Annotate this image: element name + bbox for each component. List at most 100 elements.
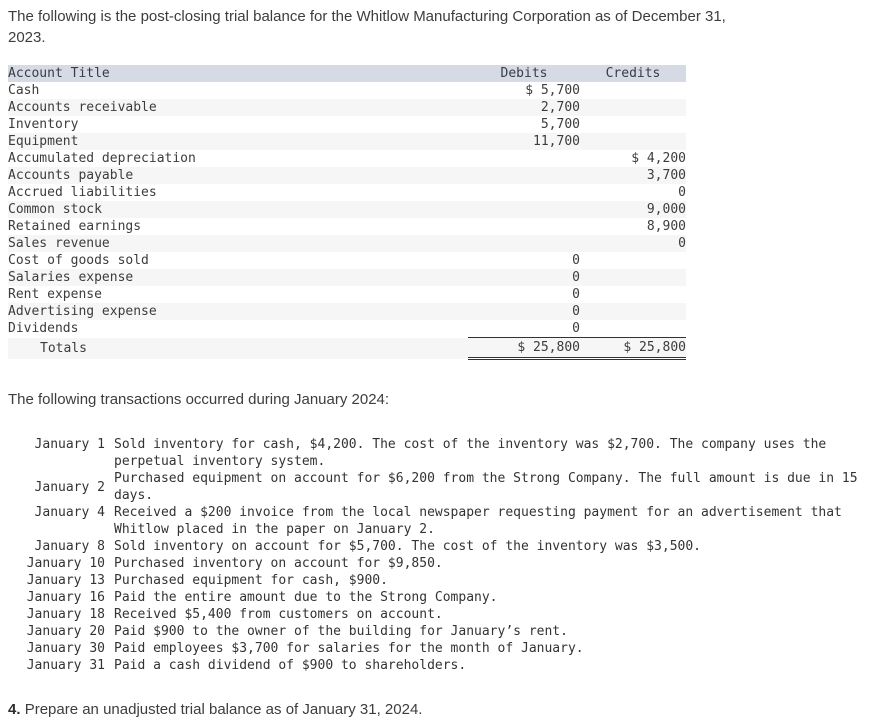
account-title: Sales revenue [8, 236, 110, 251]
transaction-date: January 1 [34, 437, 105, 452]
credit-amount [580, 99, 686, 116]
credit-amount [580, 286, 686, 303]
account-title: Rent expense [8, 287, 102, 302]
transaction-description: Paid employees $3,700 for salaries for t… [114, 641, 584, 656]
transaction-description: Purchased equipment for cash, $900. [114, 573, 388, 588]
transaction-date: January 30 [26, 641, 105, 656]
table-row: Accounts receivable 2,700 [8, 99, 686, 116]
transaction-row: January 18 Received $5,400 from customer… [8, 606, 858, 623]
credit-amount [580, 82, 686, 99]
table-row: Cost of goods sold 0 [8, 252, 686, 269]
transaction-row: January 30 Paid employees $3,700 for sal… [8, 640, 858, 657]
credit-amount [580, 269, 686, 286]
table-row: Equipment 11,700 [8, 133, 686, 150]
transaction-date: January 4 [34, 505, 105, 520]
transaction-date: January 20 [26, 624, 105, 639]
transaction-date: January 2 [34, 479, 105, 495]
transaction-date: January 13 [26, 573, 105, 588]
account-title: Accounts receivable [8, 100, 157, 115]
totals-credit-amount: $ 25,800 [580, 337, 686, 360]
credit-amount: 3,700 [646, 168, 686, 183]
table-header-row: Account Title Debits Credits [8, 65, 686, 82]
transaction-row: January 20 Paid $900 to the owner of the… [8, 623, 858, 640]
debit-amount [468, 201, 580, 218]
column-header-account-title: Account Title [8, 66, 110, 81]
credit-amount [580, 116, 686, 133]
transaction-description: Purchased equipment on account for $6,20… [114, 471, 858, 503]
table-row: Salaries expense 0 [8, 269, 686, 286]
account-title: Salaries expense [8, 270, 134, 285]
account-title: Dividends [8, 321, 79, 337]
table-row: Dividends 0 [8, 320, 686, 338]
account-title: Accounts payable [8, 168, 134, 183]
totals-debit-amount: $ 25,800 [468, 337, 580, 360]
task-instruction: 4. Prepare an unadjusted trial balance a… [8, 699, 873, 720]
column-header-credits: Credits [605, 66, 661, 81]
debit-amount: 5,700 [540, 117, 580, 132]
table-row: Inventory 5,700 [8, 116, 686, 133]
debit-amount [468, 184, 580, 201]
account-title: Advertising expense [8, 304, 157, 319]
debit-amount: $ 5,700 [525, 83, 580, 98]
transaction-description: Paid a cash dividend of $900 to sharehol… [114, 658, 467, 673]
trial-balance-table: Account Title Debits Credits Cash $ 5,70… [8, 65, 686, 360]
transaction-date: January 31 [26, 658, 105, 673]
debit-amount [468, 150, 580, 167]
transaction-date: January 8 [34, 539, 105, 554]
table-row: Accumulated depreciation $ 4,200 [8, 150, 686, 167]
account-title: Cash [8, 83, 40, 98]
transactions-heading: The following transactions occurred duri… [8, 391, 390, 408]
debit-amount: 0 [468, 320, 580, 338]
credit-amount: 0 [678, 185, 686, 200]
account-title: Common stock [8, 202, 102, 217]
debit-amount: 11,700 [533, 134, 580, 149]
account-title: Cost of goods sold [8, 253, 149, 268]
debit-amount [468, 167, 580, 184]
transaction-row: January 16 Paid the entire amount due to… [8, 589, 858, 606]
transaction-description: Received a $200 invoice from the local n… [114, 505, 842, 537]
debit-amount: 0 [572, 304, 580, 319]
transaction-row: January 8 Sold inventory on account for … [8, 538, 858, 555]
table-row: Common stock 9,000 [8, 201, 686, 218]
transaction-row: January 2 Purchased equipment on account… [8, 470, 858, 504]
transaction-description: Paid the entire amount due to the Strong… [114, 590, 498, 605]
account-title: Equipment [8, 134, 79, 149]
credit-amount [580, 303, 686, 320]
transaction-description: Sold inventory for cash, $4,200. The cos… [114, 437, 827, 469]
table-row: Cash $ 5,700 [8, 82, 686, 99]
transaction-description: Received $5,400 from customers on accoun… [114, 607, 443, 622]
credit-amount: 9,000 [646, 202, 686, 217]
debit-amount: 0 [572, 287, 580, 302]
table-row: Accrued liabilities 0 [8, 184, 686, 201]
account-title: Accrued liabilities [8, 185, 157, 200]
table-row: Retained earnings 8,900 [8, 218, 686, 235]
transaction-date: January 18 [26, 607, 105, 622]
column-header-debits: Debits [500, 66, 548, 81]
table-row: Sales revenue 0 [8, 235, 686, 252]
transaction-row: January 4 Received a $200 invoice from t… [8, 504, 858, 538]
transaction-description: Paid $900 to the owner of the building f… [114, 624, 568, 639]
task-number: 4. [8, 701, 21, 718]
table-row: Advertising expense 0 [8, 303, 686, 320]
credit-amount: 8,900 [646, 219, 686, 234]
account-title: Retained earnings [8, 219, 142, 234]
transaction-date: January 16 [26, 590, 105, 605]
transactions-list: January 1 Sold inventory for cash, $4,20… [8, 436, 858, 674]
table-row: Rent expense 0 [8, 286, 686, 303]
credit-amount [580, 252, 686, 269]
account-title: Accumulated depreciation [8, 151, 196, 166]
account-title: Inventory [8, 117, 79, 132]
totals-row: Totals $ 25,800 $ 25,800 [8, 337, 686, 360]
credit-amount [580, 320, 686, 338]
task-text: Prepare an unadjusted trial balance as o… [24, 701, 423, 718]
transaction-row: January 13 Purchased equipment for cash,… [8, 572, 858, 589]
transaction-description: Sold inventory on account for $5,700. Th… [114, 539, 701, 554]
transaction-description: Purchased inventory on account for $9,85… [114, 556, 443, 571]
transaction-row: January 1 Sold inventory for cash, $4,20… [8, 436, 858, 470]
credit-amount: $ 4,200 [631, 151, 686, 166]
debit-amount [468, 218, 580, 235]
credit-amount: 0 [678, 236, 686, 251]
debit-amount: 0 [572, 253, 580, 268]
transaction-date: January 10 [26, 556, 105, 571]
